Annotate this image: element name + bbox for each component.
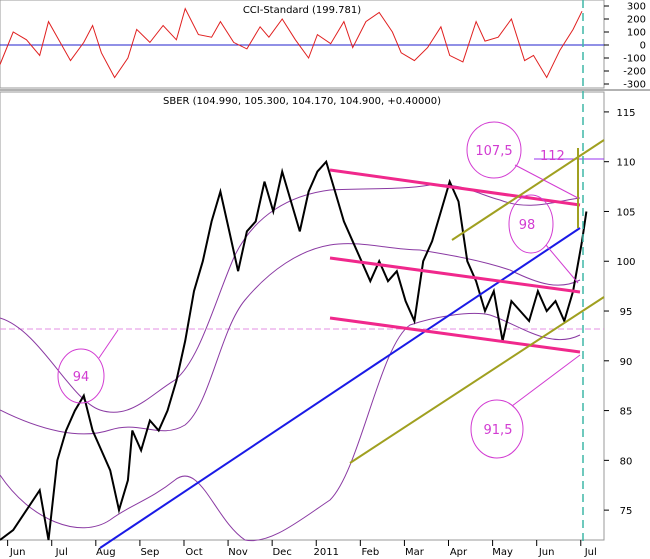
cci-y-tick-label: 0 [640, 41, 646, 52]
cci-y-tick-label: 300 [627, 2, 646, 13]
annotation-label-94: 94 [73, 370, 90, 385]
cci-y-tick-label: 100 [627, 28, 646, 39]
price-x-tick-label: Jun [9, 547, 26, 558]
annotation-circle-98 [508, 194, 554, 254]
cci-panel-frame [0, 0, 605, 89]
annotation-circle-91-5 [470, 399, 524, 459]
channel-bottom-line [329, 316, 581, 354]
price-x-tick-label: Apr [450, 547, 468, 558]
price-y-axis: 75 80 85 90 95 100 105 110 115 [604, 108, 636, 517]
cci-y-tick-label: 200 [627, 15, 646, 26]
middle-band-line [0, 243, 581, 435]
price-title: SBER (104.990, 105.300, 104.170, 104.900… [163, 96, 441, 107]
cci-panel: CCI-Standard (199.781) 300 200 100 0 -100 -20… [0, 0, 646, 91]
annotation-label-98: 98 [519, 218, 536, 233]
price-y-tick-label: 90 [620, 357, 633, 368]
price-y-tick-label: 115 [616, 108, 635, 119]
cci-y-axis: 300 200 100 0 -100 -200 -300 [604, 2, 646, 91]
price-y-tick-label: 75 [620, 506, 633, 517]
price-x-tick-label: Mar [405, 547, 425, 558]
price-y-tick-label: 110 [616, 158, 635, 169]
annotation-circle-94 [57, 348, 105, 404]
annotation-circle-107-5 [466, 121, 522, 179]
annotation-label-107-5: 107,5 [475, 144, 512, 159]
cci-title: CCI-Standard (199.781) [243, 5, 361, 16]
price-x-tick-label: Aug [96, 547, 116, 558]
price-x-tick-label: May [492, 547, 513, 558]
price-series-line [0, 159, 588, 541]
price-y-tick-label: 85 [620, 407, 633, 418]
price-panel: SBER (104.990, 105.300, 104.170, 104.900… [0, 0, 636, 558]
channel-middle-line [329, 256, 581, 294]
annotation-leader-98 [545, 244, 579, 284]
price-x-tick-label: Sep [140, 547, 159, 558]
price-x-tick-label: Oct [185, 547, 202, 558]
channel-top-line [329, 168, 581, 207]
upper-band-line [0, 184, 581, 413]
price-y-tick-label: 80 [620, 456, 633, 467]
price-y-tick-label: 100 [616, 257, 635, 268]
annotation-leader-91-5 [511, 354, 581, 407]
price-x-tick-label: Jun [538, 547, 555, 558]
price-x-axis: Jun Jul Aug Sep Oct Nov Dec 2011 Feb Mar Apr May Jun… [7, 540, 597, 558]
price-x-tick-label: Dec [272, 547, 291, 558]
price-panel-frame [0, 91, 605, 541]
annotation-leader-94 [98, 329, 119, 359]
annotation-leader-107-5 [514, 164, 579, 199]
lower-band-line [0, 312, 581, 542]
annotation-label-91-5: 91,5 [484, 423, 513, 438]
price-x-tick-label: Nov [228, 547, 248, 558]
cci-y-tick-label: -100 [623, 54, 646, 65]
price-x-tick-label: Jul [55, 547, 68, 558]
price-x-tick-label: Jul [584, 547, 597, 558]
price-y-tick-label: 95 [620, 307, 633, 318]
price-x-tick-label: 2011 [314, 547, 339, 558]
olive-channel-lower-line [349, 296, 605, 464]
cci-series-line [0, 7, 583, 79]
annotation-label-112: 112 [540, 149, 565, 164]
cci-y-tick-label: -200 [623, 67, 646, 78]
cci-y-tick-label: -300 [623, 80, 646, 91]
price-x-tick-label: Feb [361, 547, 379, 558]
price-y-tick-label: 105 [616, 207, 635, 218]
